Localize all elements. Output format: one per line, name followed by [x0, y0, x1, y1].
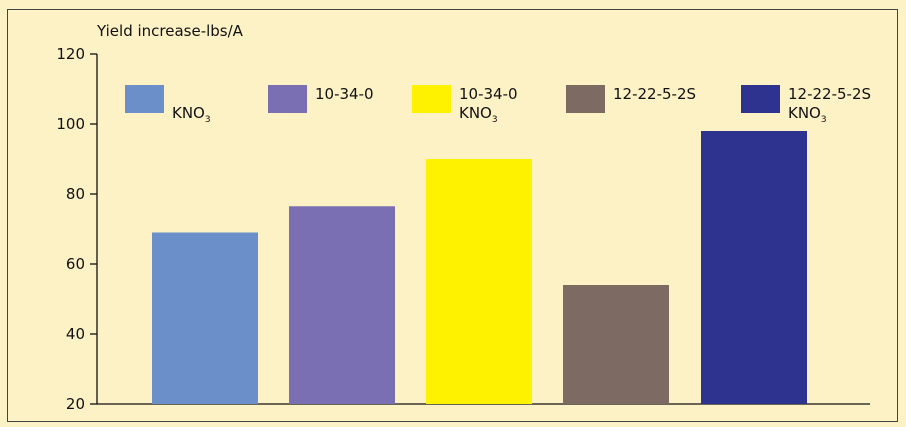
legend-swatch: [412, 85, 451, 113]
y-tick-label: 40: [66, 325, 85, 343]
legend-label: KNO3: [788, 104, 827, 125]
legend-label: KNO3: [172, 104, 211, 125]
y-tick-label: 80: [66, 185, 85, 203]
legend-swatch: [566, 85, 605, 113]
y-tick-label: 60: [66, 255, 85, 273]
y-axis-label: Yield increase-lbs/A: [96, 22, 244, 40]
bars: [152, 131, 807, 404]
y-tick-label: 100: [56, 115, 85, 133]
legend-label: 10-34-0: [459, 85, 518, 103]
bar: [152, 232, 258, 404]
legend-label: KNO3: [459, 104, 498, 125]
y-tick-label: 20: [66, 395, 85, 413]
y-tick-label: 120: [56, 45, 85, 63]
bar: [426, 159, 532, 404]
bar: [289, 206, 395, 404]
legend-label: 12-22-5-2S: [788, 85, 871, 103]
bar: [563, 285, 669, 404]
legend-label: 12-22-5-2S: [613, 85, 696, 103]
bar: [701, 131, 807, 404]
legend-label: 10-34-0: [315, 85, 374, 103]
legend-swatch: [125, 85, 164, 113]
legend-swatch: [268, 85, 307, 113]
legend-swatch: [741, 85, 780, 113]
